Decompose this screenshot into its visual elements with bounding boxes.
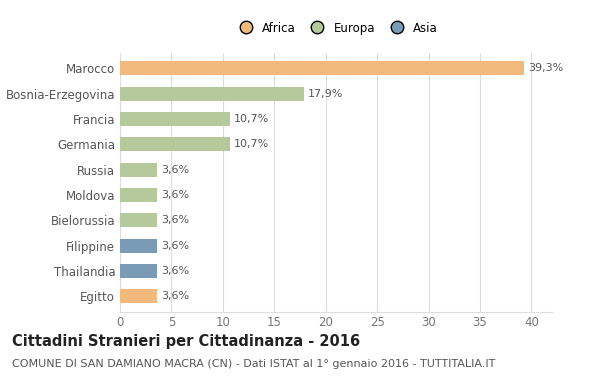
Text: 3,6%: 3,6% [161, 215, 189, 225]
Text: 3,6%: 3,6% [161, 241, 189, 251]
Text: 3,6%: 3,6% [161, 291, 189, 301]
Text: 3,6%: 3,6% [161, 266, 189, 276]
Bar [120, 163, 157, 177]
Bar [120, 87, 304, 101]
Bar [120, 112, 230, 126]
Bar [120, 138, 230, 151]
Bar [120, 214, 157, 227]
Bar [120, 264, 157, 278]
Text: COMUNE DI SAN DAMIANO MACRA (CN) - Dati ISTAT al 1° gennaio 2016 - TUTTITALIA.IT: COMUNE DI SAN DAMIANO MACRA (CN) - Dati … [12, 359, 496, 369]
Legend: Africa, Europa, Asia: Africa, Europa, Asia [232, 19, 440, 37]
Text: 3,6%: 3,6% [161, 165, 189, 175]
Bar [120, 290, 157, 303]
Text: 39,3%: 39,3% [529, 63, 563, 73]
Bar [120, 188, 157, 202]
Text: Cittadini Stranieri per Cittadinanza - 2016: Cittadini Stranieri per Cittadinanza - 2… [12, 334, 360, 349]
Text: 10,7%: 10,7% [234, 139, 269, 149]
Text: 17,9%: 17,9% [308, 89, 344, 99]
Text: 3,6%: 3,6% [161, 190, 189, 200]
Bar [120, 239, 157, 253]
Bar [120, 62, 524, 75]
Text: 10,7%: 10,7% [234, 114, 269, 124]
